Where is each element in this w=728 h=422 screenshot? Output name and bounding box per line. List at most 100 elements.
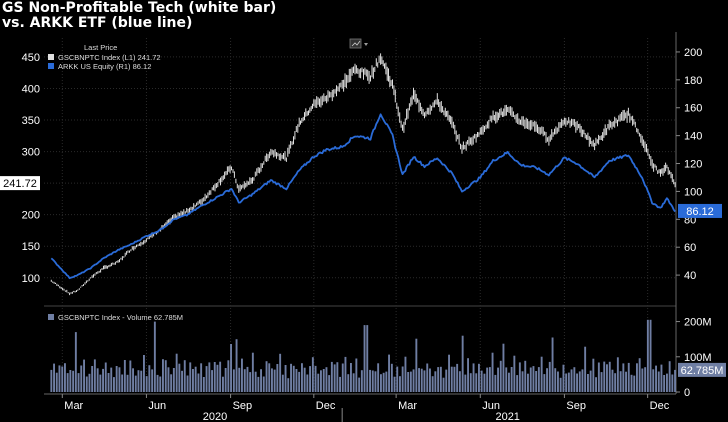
volume-bar [554, 368, 557, 392]
volume-bar [464, 374, 467, 392]
volume-bar [578, 371, 581, 392]
volume-bar [292, 365, 295, 392]
volume-bar [197, 373, 200, 392]
volume-bar [126, 374, 129, 392]
volume-bar [134, 375, 137, 392]
volume-bar [467, 358, 469, 392]
volume-bar [148, 365, 151, 392]
volume-bar [606, 364, 608, 392]
volume-bar [409, 371, 412, 392]
volume-bar [412, 369, 415, 392]
volume-bar [396, 366, 399, 392]
volume-bar [595, 377, 597, 392]
volume-bar [461, 335, 464, 392]
volume-bar [619, 371, 622, 392]
volume-bar [497, 367, 499, 392]
volume-bar [352, 373, 355, 392]
gs-last-value-label: 241.72 [0, 176, 40, 191]
volume-bar [668, 361, 671, 392]
volume-bar [333, 364, 336, 392]
volume-bar [614, 373, 617, 392]
volume-bar [390, 363, 393, 392]
volume-legend: GSCBNPTC Index - Volume 62.785M [48, 313, 183, 322]
volume-bar [153, 321, 156, 392]
volume-bar [216, 364, 219, 392]
volume-bar [265, 361, 268, 392]
volume-bar [132, 368, 134, 392]
volume-bar [61, 366, 64, 392]
volume-y-tick-label: 100M [684, 352, 712, 364]
volume-bar [287, 378, 290, 392]
volume-bar [521, 371, 524, 392]
chart-title-line-1: GS Non-Profitable Tech (white bar) [2, 0, 277, 16]
volume-bar [273, 369, 276, 392]
y-right-tick-label: 60 [684, 242, 696, 254]
volume-bar [663, 375, 666, 392]
volume-bar [494, 374, 497, 392]
volume-bar [633, 375, 636, 392]
legend-swatch-arkk [48, 63, 54, 69]
volume-bar [589, 370, 592, 392]
volume-bar [74, 332, 77, 392]
y-axis-left: 100150200250300350400450 [22, 52, 40, 285]
volume-bar [113, 377, 115, 392]
volume-bar [371, 370, 374, 392]
volume-bar [159, 376, 162, 392]
volume-bar [478, 363, 480, 392]
volume-bar [205, 366, 208, 392]
x-tick-label: Sep [566, 400, 586, 412]
volume-bar [532, 366, 535, 392]
volume-bar [401, 366, 404, 392]
volume-bar [499, 360, 502, 392]
volume-bar [646, 319, 649, 392]
volume-bar [140, 370, 143, 392]
volume-bar [524, 360, 527, 392]
volume-bar [227, 360, 230, 392]
volume-bar [385, 371, 388, 392]
volume-bar [573, 367, 576, 392]
volume-bar [546, 368, 548, 392]
volume-bar [603, 361, 606, 392]
volume-bar [181, 370, 183, 392]
volume-bar [657, 371, 660, 392]
volume-bar [627, 362, 630, 392]
volume-bar [513, 355, 516, 392]
volume-bar [137, 370, 140, 392]
volume-bar [407, 372, 410, 392]
volume-bar [431, 376, 434, 392]
volume-bar [325, 367, 328, 392]
volume-bar [254, 371, 257, 392]
y-right-tick-label: 180 [684, 75, 702, 87]
volume-bar [636, 363, 638, 392]
legend-header: Last Price [84, 43, 117, 52]
volume-bar [303, 367, 306, 392]
volume-bar [53, 363, 55, 392]
volume-bar [328, 375, 331, 392]
gs-last-value-text: 241.72 [3, 178, 37, 190]
volume-bar [374, 371, 377, 392]
volume-bar [437, 367, 440, 392]
volume-bar [382, 372, 385, 392]
legend-entry-arkk: ARKK US Equity (R1) 86.12 [58, 62, 151, 71]
x-tick-label: Mar [398, 400, 417, 412]
volume-bar [445, 369, 448, 392]
volume-bar [66, 373, 69, 392]
volume-bar [121, 374, 124, 392]
chart-type-icon [349, 38, 368, 49]
volume-bar [535, 371, 538, 392]
volume-bar [186, 375, 189, 392]
y-right-tick-label: 100 [684, 186, 702, 198]
volume-bar [178, 363, 181, 392]
volume-bar [576, 373, 578, 392]
volume-bar [420, 368, 423, 392]
volume-bar [88, 373, 91, 392]
x-tick-label: Dec [650, 400, 670, 412]
arkk-line [50, 113, 676, 280]
volume-bar [211, 370, 213, 392]
volume-bar [115, 366, 118, 392]
volume-bar [235, 339, 238, 392]
volume-bar [246, 366, 249, 392]
x-tick-label: Jun [148, 400, 166, 412]
volume-bar [213, 362, 216, 392]
